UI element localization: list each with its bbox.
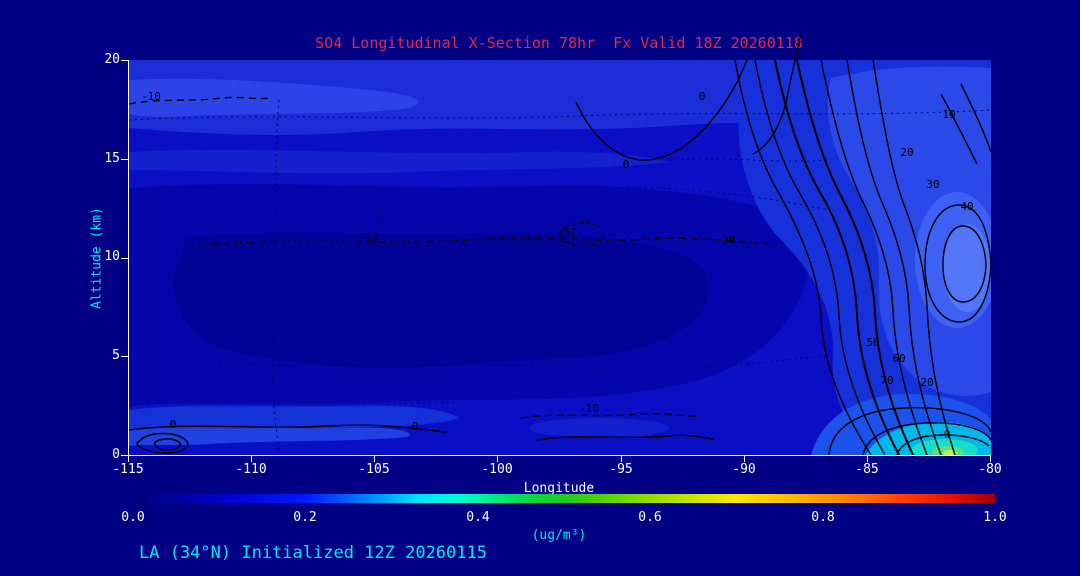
contour-line-negative <box>520 412 702 419</box>
plot-title: SO4 Longitudinal X-Section 78hr Fx Valid… <box>315 34 803 52</box>
x-tick-mark <box>374 456 375 462</box>
colorbar-tick-label: 0.8 <box>811 510 835 525</box>
contour-line-negative <box>198 237 778 247</box>
fill-top-left-band <box>129 78 419 117</box>
colorbar <box>133 494 995 503</box>
y-tick-label: 15 <box>104 151 120 166</box>
contour-label: -10 <box>716 233 736 246</box>
contour-label: 70 <box>880 374 893 387</box>
fill-core-dark <box>173 232 709 369</box>
y-tick-mark <box>121 60 128 61</box>
contour-label: 0 <box>412 420 419 433</box>
texture-line <box>129 186 830 211</box>
contour-line-zero <box>575 59 748 161</box>
texture-line <box>271 99 280 451</box>
contour-label: -50 <box>557 226 577 239</box>
contour-label: 0 <box>170 418 177 431</box>
x-axis-label: Longitude <box>523 481 595 496</box>
contour-line-negative <box>129 96 270 105</box>
so4-fill-layers <box>129 60 991 455</box>
x-tick-label: -95 <box>609 462 633 477</box>
y-tick-label: 20 <box>104 52 120 67</box>
x-tick-mark <box>867 456 868 462</box>
so4-cross-section-svg: -10 0 0 -10 -50 -10 10 20 30 40 50 60 70… <box>129 33 991 455</box>
contour-label: 60 <box>892 352 905 365</box>
fill-bottom-wisp <box>529 418 669 438</box>
y-tick-label: 5 <box>112 348 120 363</box>
contour-line <box>846 59 942 455</box>
contour-label: 40 <box>960 200 973 213</box>
contour-line-zero-top <box>752 33 802 155</box>
x-tick-mark <box>251 456 252 462</box>
contour-line <box>774 59 900 455</box>
fill-upper-streak <box>129 150 669 174</box>
x-tick-label: -85 <box>855 462 879 477</box>
contour-line-zero <box>129 424 448 433</box>
texture-contours <box>129 99 991 451</box>
fill-bottom-left-light <box>129 427 410 446</box>
contour-arc <box>862 422 991 455</box>
x-tick-mark <box>497 456 498 462</box>
contour-line <box>820 59 928 455</box>
contour-line <box>872 59 956 455</box>
y-tick-mark <box>121 258 128 259</box>
contour-label: 20 <box>920 376 933 389</box>
fill-right-brighter <box>943 224 991 312</box>
contour-label: 0 <box>623 158 630 171</box>
contour-label: 10 <box>942 108 955 121</box>
y-tick-mark <box>121 159 128 160</box>
x-tick-label: -80 <box>978 462 1002 477</box>
contour-loop-negative <box>560 221 604 247</box>
y-tick-mark <box>121 455 128 456</box>
x-tick-mark <box>621 456 622 462</box>
contour-arc <box>828 407 991 455</box>
colorbar-tick-label: 0.0 <box>121 510 145 525</box>
contour-line <box>940 93 978 165</box>
x-tick-label: -105 <box>358 462 390 477</box>
x-tick-label: -115 <box>112 462 144 477</box>
plot-area: -10 0 0 -10 -50 -10 10 20 30 40 50 60 70… <box>128 33 991 456</box>
contour-line-zero <box>536 434 715 441</box>
contour-loop <box>924 204 991 323</box>
contour-label: 30 <box>926 178 939 191</box>
contour-label: 50 <box>866 336 879 349</box>
contour-line <box>796 59 914 455</box>
x-tick-label: -90 <box>732 462 756 477</box>
contour-labels: -10 0 0 -10 -50 -10 10 20 30 40 50 60 70… <box>141 90 974 441</box>
y-tick-label: 10 <box>104 249 120 264</box>
contour-line <box>754 59 886 455</box>
y-tick-label: 0 <box>112 447 120 462</box>
contour-line <box>734 59 872 455</box>
contour-loop <box>153 438 181 451</box>
contour-label: 0 <box>944 428 951 441</box>
texture-line <box>376 209 380 391</box>
contour-arc <box>896 434 990 455</box>
overlay-contour-lines <box>129 33 991 455</box>
colorbar-tick-label: 0.4 <box>466 510 490 525</box>
contour-loop <box>136 432 189 454</box>
colorbar-tick-label: 0.2 <box>293 510 317 525</box>
x-tick-mark <box>128 456 129 462</box>
init-caption: LA (34°N) Initialized 12Z 20260115 <box>139 543 487 563</box>
colorbar-tick-label: 0.6 <box>638 510 662 525</box>
x-tick-label: -110 <box>235 462 267 477</box>
contour-line <box>960 83 991 153</box>
x-tick-mark <box>990 456 991 462</box>
x-tick-mark <box>744 456 745 462</box>
x-tick-label: -100 <box>481 462 513 477</box>
contour-loop <box>942 225 987 303</box>
contour-label: -10 <box>359 231 379 244</box>
contour-label: 0 <box>699 90 706 103</box>
colorbar-units-label: (ug/m³) <box>531 528 587 543</box>
colorbar-tick-label: 1.0 <box>983 510 1007 525</box>
contour-label: 20 <box>900 146 913 159</box>
y-tick-mark <box>121 356 128 357</box>
texture-line <box>129 109 991 121</box>
contour-label: -10 <box>141 90 161 103</box>
contour-label: -10 <box>579 402 599 415</box>
